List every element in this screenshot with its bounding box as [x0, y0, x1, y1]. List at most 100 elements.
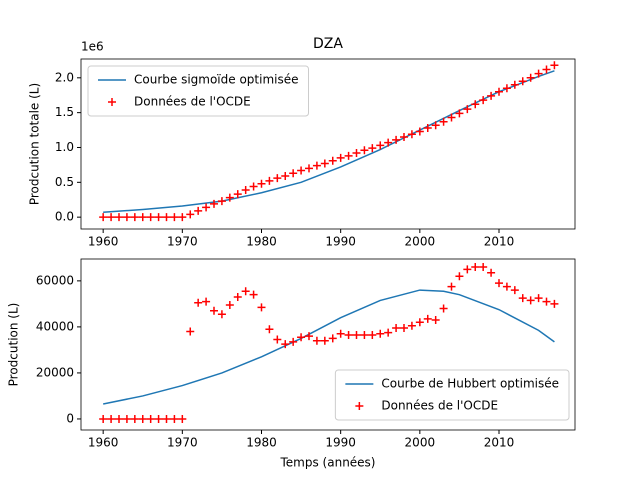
data-point — [99, 213, 108, 222]
data-point — [360, 146, 369, 155]
legend-box — [334, 369, 570, 421]
data-point — [154, 213, 163, 222]
data-point — [312, 336, 321, 345]
data-point — [344, 330, 353, 339]
data-point — [542, 65, 551, 74]
x-tick-label: 2000 — [405, 235, 436, 249]
data-point — [170, 213, 179, 222]
axes: 1960 1970 1980 1990 2000 2010 0.0 0.5 1.0 1.5 2.0 — [55, 70, 514, 248]
legend-label: Courbe sigmoïde optimisée — [134, 73, 299, 87]
y-tick-label: 0 — [66, 411, 74, 425]
data-point — [170, 414, 179, 423]
data-point — [225, 193, 234, 202]
data-point — [162, 414, 171, 423]
data-point — [550, 61, 559, 70]
data-point — [225, 301, 234, 310]
legend: Courbe de Hubbert optimisée Données de l'… — [334, 369, 570, 421]
data-point — [289, 169, 298, 178]
x-tick-label: 1980 — [246, 436, 277, 450]
data-point — [431, 121, 440, 130]
data-point — [495, 87, 503, 96]
data-point — [273, 174, 282, 183]
data-point — [217, 310, 226, 319]
x-tick-label: 1970 — [167, 235, 198, 249]
data-point — [518, 77, 527, 86]
data-point — [534, 69, 543, 78]
legend-label: Données de l'OCDE — [134, 95, 251, 109]
data-point — [495, 279, 503, 288]
data-point — [368, 330, 377, 339]
data-point — [202, 203, 211, 212]
data-point — [352, 330, 361, 339]
legend: Courbe sigmoïde optimisée Données de l'OC… — [87, 65, 309, 117]
data-point — [249, 182, 258, 191]
y-axis-label: Prodcution (L) — [7, 303, 21, 387]
data-point — [194, 206, 203, 215]
data-point — [122, 414, 131, 423]
data-point — [233, 292, 242, 301]
data-point — [265, 325, 274, 334]
data-point — [115, 414, 123, 423]
data-point — [400, 324, 408, 333]
axes-frame — [80, 258, 576, 431]
y-tick-label: 1.5 — [55, 105, 74, 119]
data-point — [130, 213, 139, 222]
data-point — [146, 213, 155, 222]
axis-offset-label: 1e6 — [81, 40, 104, 54]
data-point — [384, 328, 393, 337]
data-point — [162, 213, 171, 222]
data-point — [479, 96, 488, 105]
data-point — [407, 321, 416, 330]
data-point — [328, 156, 337, 165]
data-point — [186, 210, 195, 219]
x-tick-label: 1960 — [88, 235, 119, 249]
data-point — [542, 297, 551, 306]
data-point — [510, 80, 519, 89]
data-point — [463, 265, 472, 274]
data-point — [471, 100, 480, 109]
y-tick-label: 0.0 — [55, 210, 74, 224]
data-point — [328, 334, 337, 343]
data-point — [463, 105, 472, 114]
data-point — [217, 197, 226, 206]
x-tick-label: 1960 — [88, 436, 119, 450]
data-point — [479, 263, 488, 272]
data-point — [281, 340, 290, 349]
data-point — [376, 141, 385, 150]
data-point — [305, 332, 313, 341]
axes-frame — [80, 58, 576, 230]
data-point — [352, 149, 361, 158]
data-point — [400, 133, 408, 142]
data-point — [368, 144, 377, 153]
data-point — [210, 306, 218, 315]
data-point — [471, 263, 480, 272]
data-point — [439, 117, 448, 126]
data-point — [344, 151, 353, 160]
x-tick-label: 1990 — [325, 436, 356, 450]
data-point — [447, 113, 456, 122]
data-point — [233, 190, 242, 199]
data-point — [178, 414, 187, 423]
data-point — [146, 414, 155, 423]
data-point — [423, 123, 432, 132]
legend-swatch — [108, 98, 116, 106]
data-point — [130, 414, 139, 423]
data-point — [360, 330, 369, 339]
legend-label: Courbe de Hubbert optimisée — [381, 377, 559, 391]
data-point — [526, 73, 535, 82]
data-point — [487, 268, 496, 277]
data-point — [447, 282, 456, 291]
legend-swatch — [355, 402, 364, 410]
data-point — [407, 130, 416, 139]
legend-label: Données de l'OCDE — [381, 399, 498, 413]
data-point — [297, 333, 306, 342]
x-tick-label: 2000 — [405, 436, 436, 450]
data-point — [178, 213, 187, 222]
data-point — [336, 153, 345, 162]
data-point — [502, 84, 511, 93]
data-point — [202, 297, 211, 306]
x-tick-label: 2010 — [484, 235, 515, 249]
curve — [103, 289, 555, 405]
data-point — [210, 199, 218, 208]
